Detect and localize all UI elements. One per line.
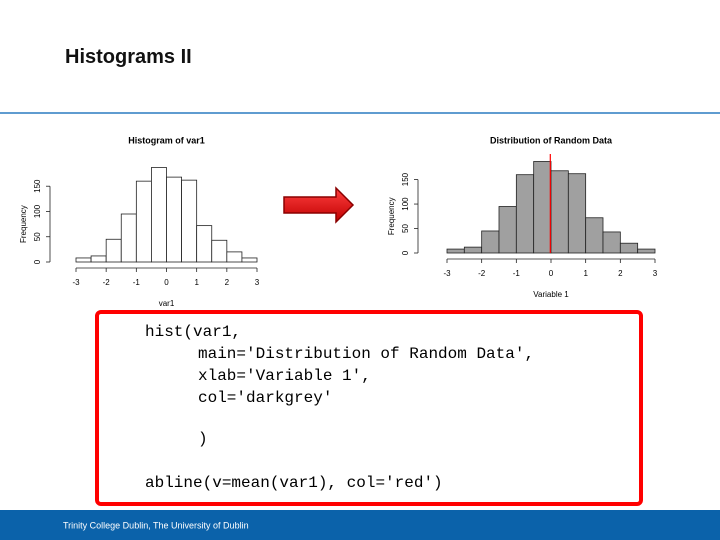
x-tick-label: -3 xyxy=(72,278,80,287)
y-tick-label: 0 xyxy=(33,259,42,264)
bar xyxy=(550,170,569,254)
x-axis-label: Variable 1 xyxy=(533,290,569,299)
y-tick-label: 150 xyxy=(401,172,410,186)
footer-text: Trinity College Dublin, The University o… xyxy=(63,520,249,530)
y-axis-label: Frequency xyxy=(19,205,28,243)
x-tick-label: 3 xyxy=(255,278,260,287)
x-tick-label: -1 xyxy=(133,278,141,287)
chart-title: Distribution of Random Data xyxy=(490,135,613,145)
bar xyxy=(166,176,182,263)
bar xyxy=(463,246,483,254)
x-axis-label: var1 xyxy=(159,299,175,308)
x-tick-label: -2 xyxy=(478,269,486,278)
bar xyxy=(533,161,552,254)
code-box xyxy=(95,310,643,506)
bar xyxy=(585,217,604,254)
x-tick-label: 0 xyxy=(164,278,169,287)
bar xyxy=(226,251,243,263)
code-line: ) xyxy=(198,430,208,448)
code-line: hist(var1, xyxy=(145,323,241,341)
y-tick-label: 100 xyxy=(33,204,42,218)
bar xyxy=(481,230,500,254)
x-tick-label: -1 xyxy=(513,269,521,278)
code-line: abline(v=mean(var1), col='red') xyxy=(145,474,443,492)
bar xyxy=(619,242,639,254)
bar xyxy=(637,248,656,254)
bar xyxy=(105,238,122,263)
code-line: col='darkgrey' xyxy=(198,389,332,407)
code-line: xlab='Variable 1', xyxy=(198,367,371,385)
y-tick-label: 0 xyxy=(401,250,410,255)
x-tick-label: 1 xyxy=(583,269,588,278)
y-tick-label: 100 xyxy=(401,197,410,211)
slide-title: Histograms II xyxy=(65,46,192,68)
code-line: main='Distribution of Random Data', xyxy=(198,345,534,363)
x-tick-label: 2 xyxy=(225,278,230,287)
footer-bar xyxy=(0,510,720,540)
bar xyxy=(120,213,137,263)
arrow xyxy=(283,186,355,224)
bar xyxy=(567,173,587,254)
bar xyxy=(151,167,167,263)
x-tick-label: -3 xyxy=(443,269,451,278)
y-tick-label: 50 xyxy=(33,232,42,241)
bar xyxy=(181,179,198,263)
x-tick-label: 2 xyxy=(618,269,623,278)
bar xyxy=(196,225,213,263)
x-tick-label: 3 xyxy=(653,269,658,278)
chart-title: Histogram of var1 xyxy=(128,135,205,145)
bar xyxy=(75,257,92,263)
x-tick-label: 0 xyxy=(549,269,554,278)
x-tick-label: -2 xyxy=(103,278,111,287)
y-tick-label: 150 xyxy=(33,179,42,193)
bar xyxy=(515,174,535,254)
bar xyxy=(446,248,465,254)
bar xyxy=(135,180,152,263)
bar xyxy=(211,239,228,263)
bar xyxy=(602,231,621,254)
bar xyxy=(498,206,517,254)
bar xyxy=(90,255,107,263)
x-tick-label: 1 xyxy=(194,278,199,287)
y-tick-label: 50 xyxy=(401,224,410,233)
bar xyxy=(241,257,258,263)
y-axis-label: Frequency xyxy=(387,197,396,235)
